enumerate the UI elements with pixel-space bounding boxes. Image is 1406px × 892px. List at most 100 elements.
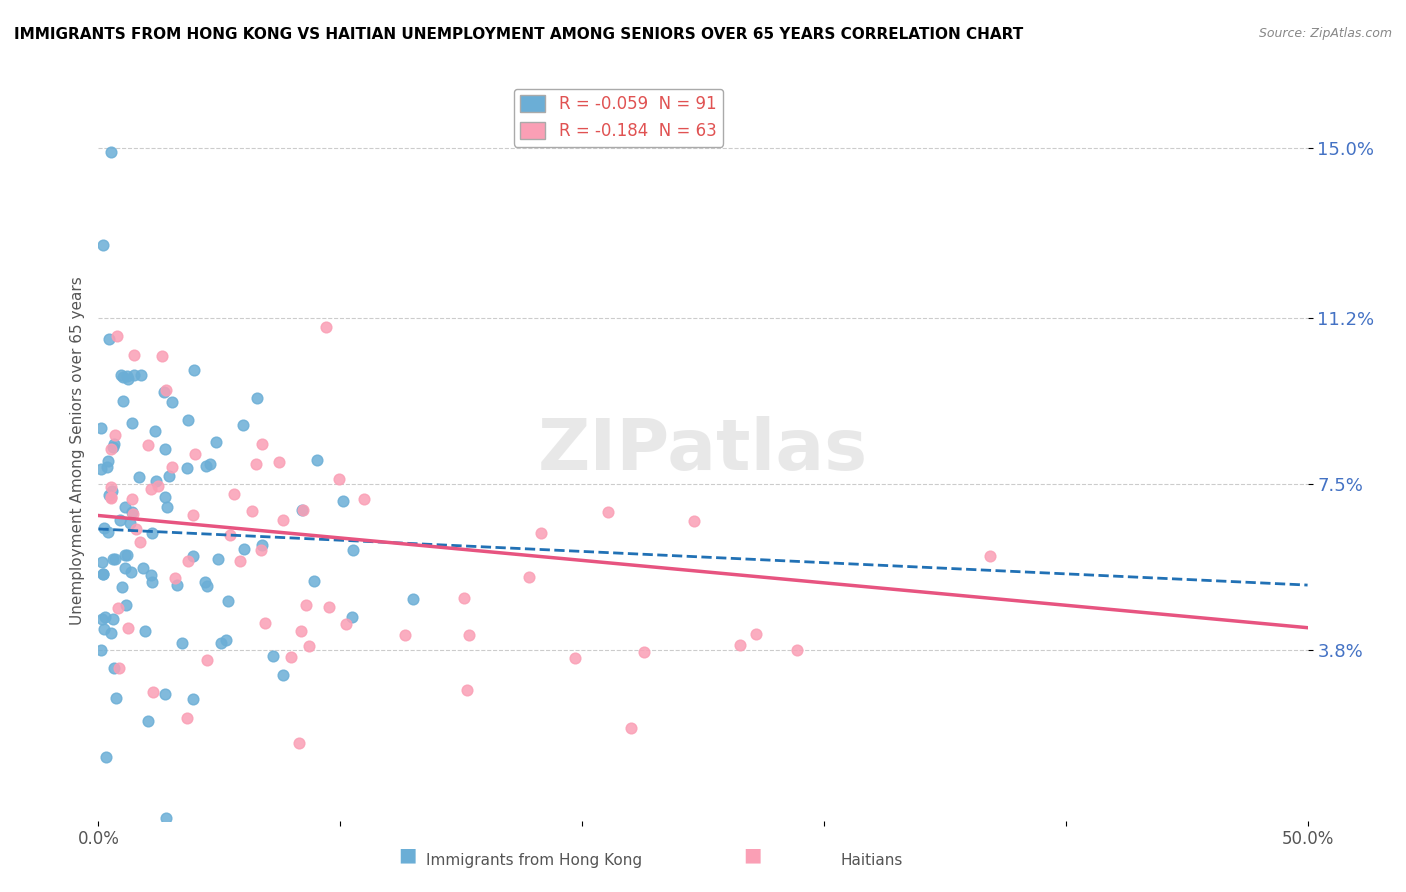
Point <box>110 368 132 382</box>
Point <box>160 395 183 409</box>
Point <box>141 574 163 589</box>
Point <box>177 413 200 427</box>
Point <box>183 363 205 377</box>
Point <box>100 491 122 505</box>
Point <box>108 661 131 675</box>
Point <box>291 503 314 517</box>
Point <box>100 480 122 494</box>
Point <box>145 474 167 488</box>
Point <box>98 488 121 502</box>
Point <box>100 442 122 456</box>
Point <box>115 369 138 384</box>
Point <box>232 418 254 433</box>
Point <box>170 635 193 649</box>
Point <box>156 500 179 514</box>
Point <box>112 370 135 384</box>
Point <box>153 490 176 504</box>
Point <box>96 460 118 475</box>
Point <box>342 543 364 558</box>
Point <box>112 394 135 409</box>
Point <box>458 628 481 642</box>
Point <box>139 568 162 582</box>
Point <box>100 145 122 159</box>
Point <box>218 528 240 542</box>
Point <box>222 487 245 501</box>
Point <box>456 682 478 697</box>
Point <box>107 329 129 343</box>
Point <box>141 526 163 541</box>
Point <box>271 513 294 527</box>
Point <box>633 645 655 659</box>
Point <box>103 552 125 566</box>
Point <box>682 514 704 528</box>
Point <box>315 320 337 334</box>
Point <box>209 636 232 650</box>
Point <box>114 561 136 575</box>
Point <box>94 609 117 624</box>
Point <box>129 368 152 383</box>
Point <box>194 459 217 474</box>
Point <box>97 524 120 539</box>
Point <box>267 455 290 469</box>
Point <box>114 500 136 515</box>
Point <box>90 555 112 569</box>
Point <box>176 711 198 725</box>
Point <box>979 549 1001 563</box>
Point <box>176 460 198 475</box>
Point <box>453 591 475 605</box>
Point <box>101 484 124 499</box>
Point <box>318 600 340 615</box>
Point <box>564 650 586 665</box>
Point <box>195 653 218 667</box>
Point <box>139 482 162 496</box>
Point <box>332 494 354 508</box>
Point <box>335 616 357 631</box>
Text: Source: ZipAtlas.com: Source: ZipAtlas.com <box>1258 27 1392 40</box>
Point <box>124 348 146 362</box>
Text: Haitians: Haitians <box>841 854 903 868</box>
Point <box>93 521 115 535</box>
Point <box>340 610 363 624</box>
Point <box>90 462 112 476</box>
Point <box>103 552 125 566</box>
Point <box>100 626 122 640</box>
Point <box>181 508 204 522</box>
Point <box>280 650 302 665</box>
Point <box>184 447 207 461</box>
Text: IMMIGRANTS FROM HONG KONG VS HAITIAN UNEMPLOYMENT AMONG SENIORS OVER 65 YEARS CO: IMMIGRANTS FROM HONG KONG VS HAITIAN UNE… <box>14 27 1024 42</box>
Point <box>163 571 186 585</box>
Text: ■: ■ <box>398 846 418 864</box>
Point <box>117 621 139 635</box>
Point <box>121 492 143 507</box>
Point <box>94 749 117 764</box>
Point <box>262 649 284 664</box>
Point <box>141 685 163 699</box>
Point <box>181 549 204 563</box>
Point <box>233 542 256 557</box>
Text: ZIPatlas: ZIPatlas <box>538 416 868 485</box>
Point <box>103 660 125 674</box>
Point <box>273 668 295 682</box>
Point <box>288 736 311 750</box>
Point <box>107 600 129 615</box>
Point <box>108 512 131 526</box>
Point <box>136 438 159 452</box>
Point <box>517 569 540 583</box>
Point <box>217 594 239 608</box>
Point <box>598 505 620 519</box>
Point <box>245 458 267 472</box>
Point <box>207 551 229 566</box>
Point <box>530 526 553 541</box>
Point <box>153 687 176 701</box>
Point <box>620 721 643 735</box>
Point <box>90 612 112 626</box>
Point <box>240 503 263 517</box>
Point <box>294 599 316 613</box>
Point <box>246 391 269 405</box>
Point <box>104 427 127 442</box>
Point <box>215 632 238 647</box>
Point <box>100 491 122 506</box>
Y-axis label: Unemployment Among Seniors over 65 years: Unemployment Among Seniors over 65 years <box>69 277 84 624</box>
Point <box>121 507 143 521</box>
Point <box>114 548 136 562</box>
